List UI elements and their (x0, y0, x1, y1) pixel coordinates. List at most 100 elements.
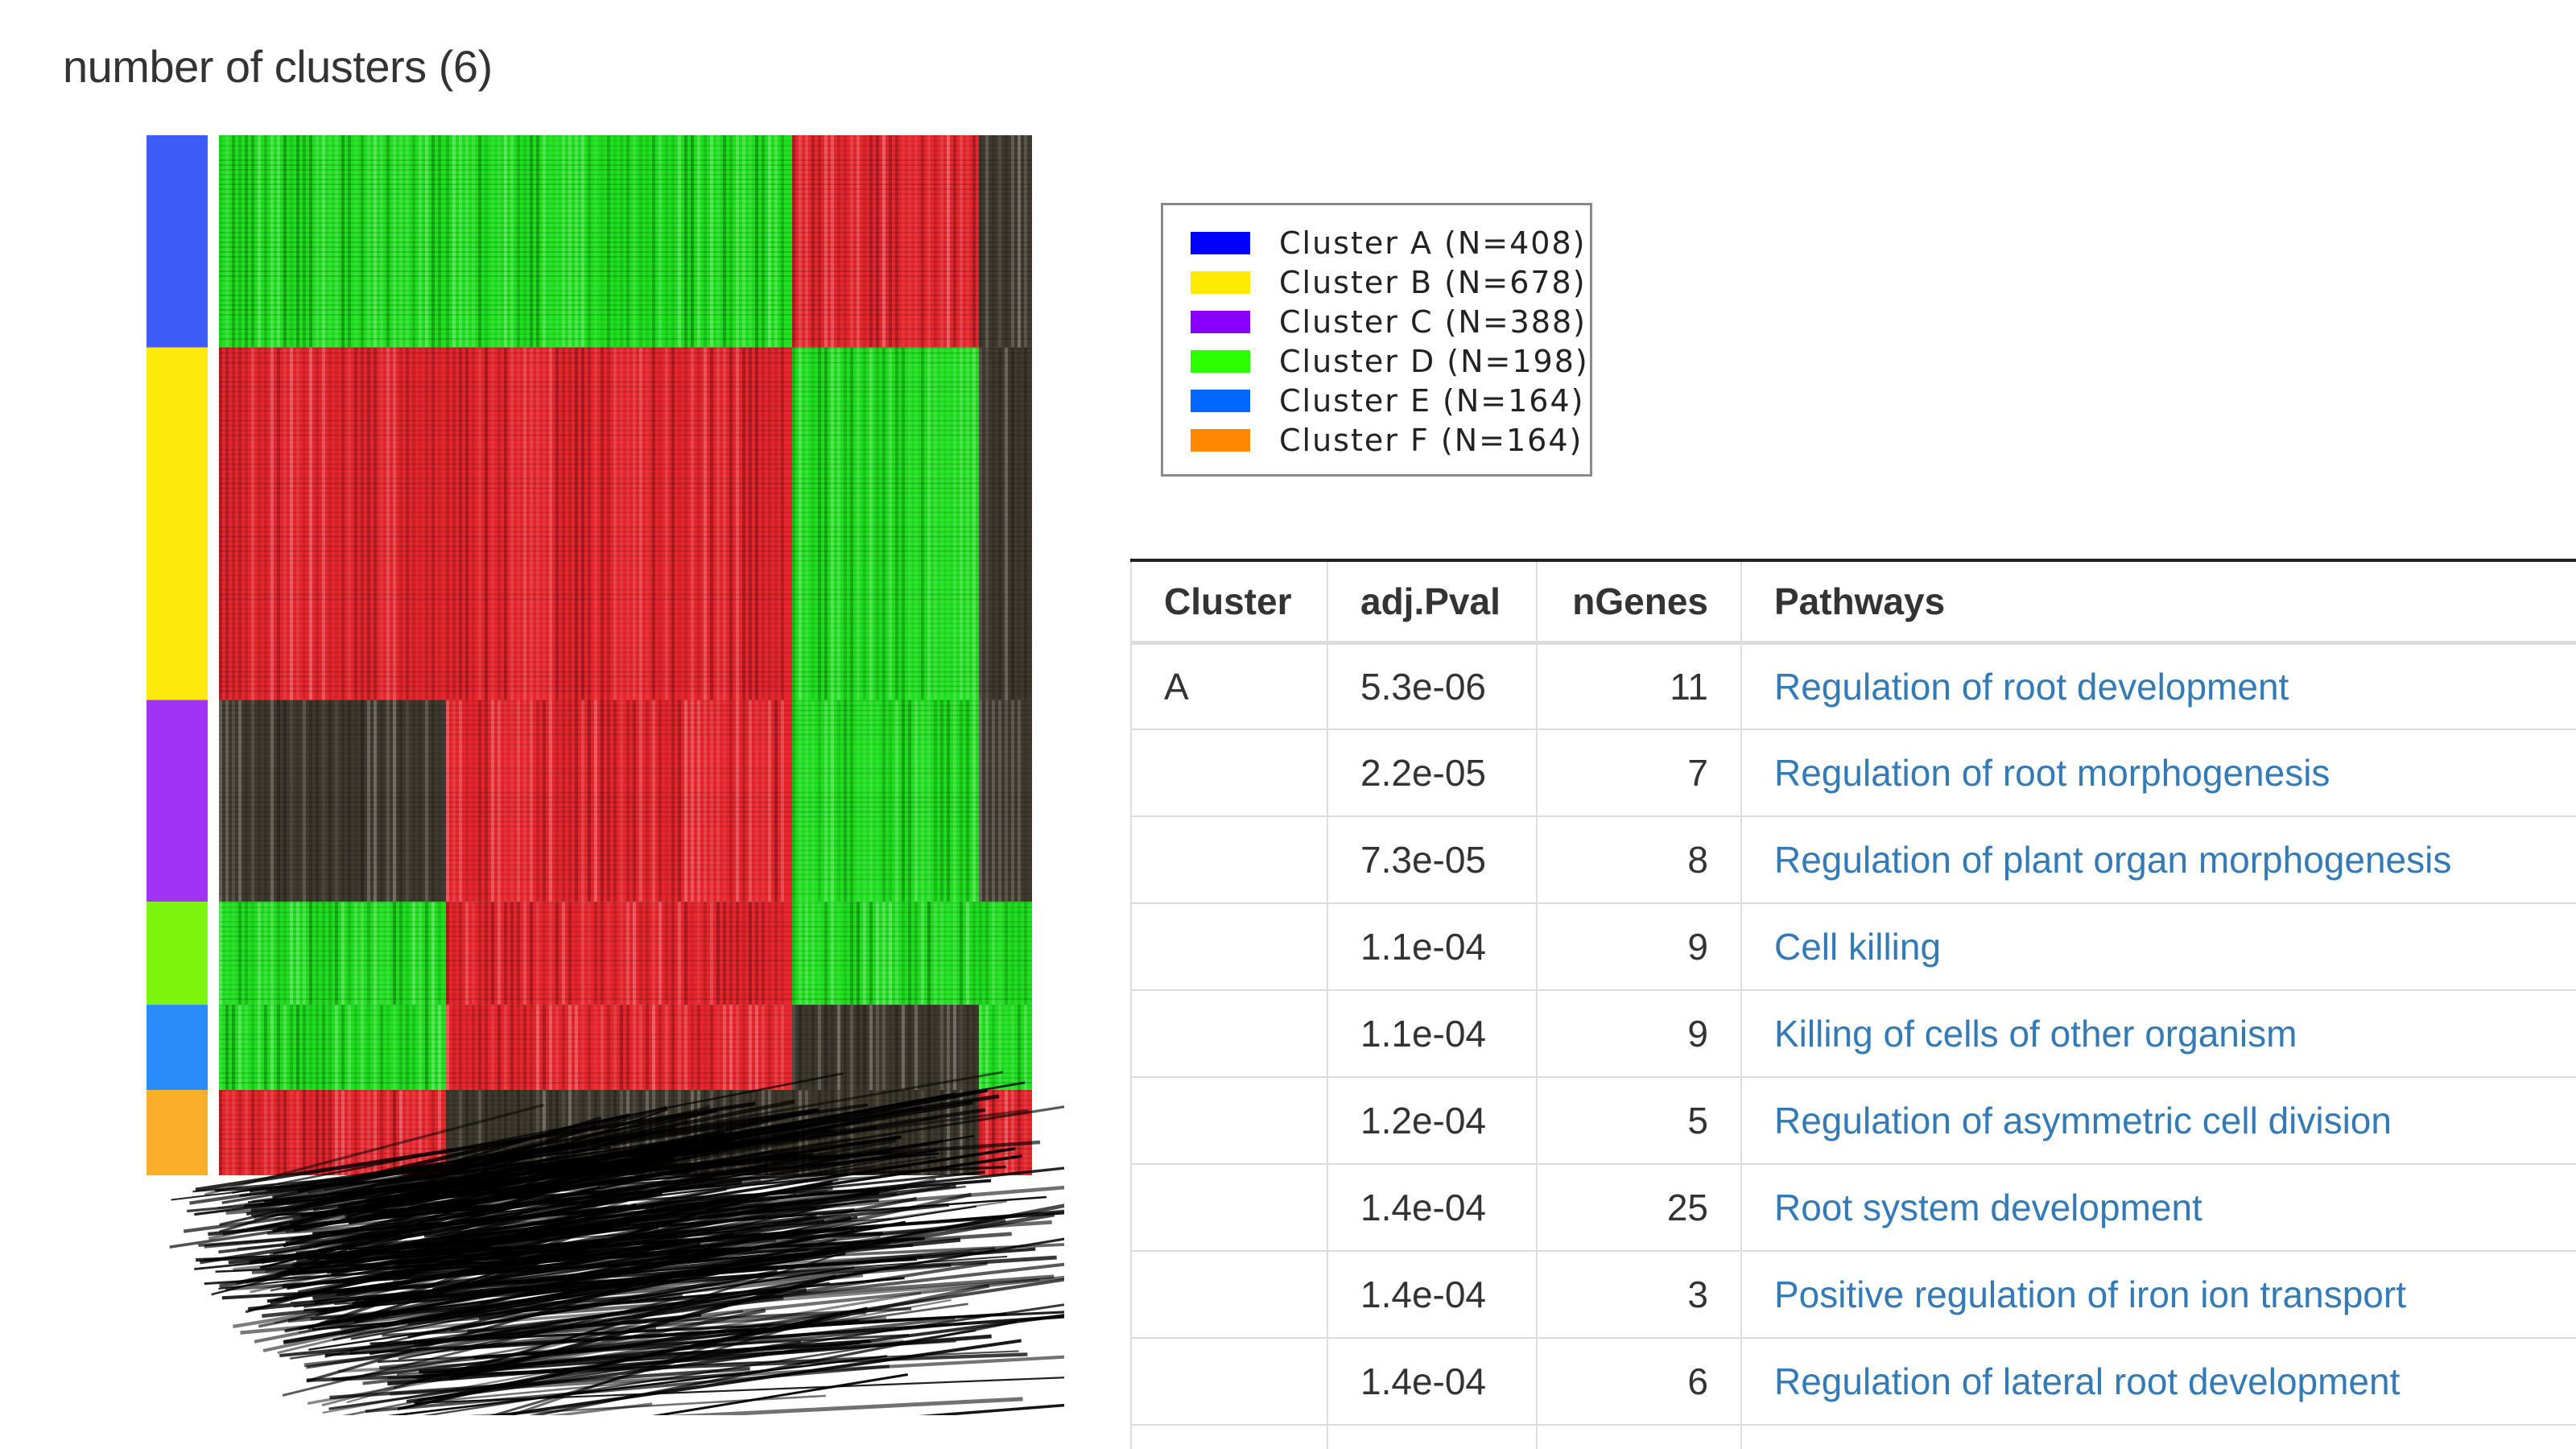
cluster-color-bar (147, 135, 208, 1175)
heatmap-block (979, 347, 1032, 700)
heatmap-block (219, 700, 446, 902)
pathway-link[interactable]: Regulation of lateral root development (1774, 1360, 2401, 1402)
legend-label: Cluster C (N=388) (1279, 303, 1587, 340)
cell-ngenes: 9 (1537, 990, 1742, 1078)
cell-ngenes: 11 (1537, 642, 1742, 730)
heatmap-block (219, 135, 446, 348)
column-header-cluster[interactable]: Cluster (1130, 559, 1328, 645)
cell-adj-pval: 7.3e-05 (1327, 816, 1538, 904)
heatmap-block (446, 135, 792, 348)
heatmap-block (792, 347, 979, 700)
heatmap-block (979, 700, 1032, 902)
legend-swatch (1191, 428, 1250, 452)
cell-cluster (1130, 990, 1328, 1078)
heatmap-block (792, 1005, 979, 1091)
legend-item: Cluster F (N=164) (1191, 420, 1590, 460)
cell-cluster: A (1130, 642, 1328, 730)
cell-pathway: Root system development (1741, 1164, 2576, 1252)
heatmap-block (979, 902, 1032, 1005)
heatmap-block (792, 135, 979, 348)
cell-adj-pval: 1.1e-04 (1327, 990, 1538, 1078)
table-row: A 5.3e-06 11 Regulation of root development (1130, 642, 2576, 730)
cluster-bar-segment (147, 902, 208, 1005)
cell-adj-pval (1327, 1425, 1538, 1449)
pathway-link[interactable]: Regulation of plant organ morphogenesis (1774, 839, 2452, 881)
cell-adj-pval: 1.2e-04 (1327, 1077, 1538, 1165)
legend-item: Cluster B (N=678) (1191, 262, 1590, 302)
cluster-bar-segment (147, 347, 208, 700)
cell-cluster (1130, 1164, 1328, 1252)
legend-swatch (1191, 389, 1250, 412)
heatmap-block (792, 902, 979, 1005)
cluster-bar-segment (147, 135, 208, 348)
heatmap-block (446, 700, 792, 902)
pathway-link[interactable]: Cell killing (1774, 926, 1942, 968)
cluster-bar-segment (147, 700, 208, 902)
heatmap-block (219, 1005, 446, 1091)
cell-cluster (1130, 1077, 1328, 1165)
cell-adj-pval: 1.1e-04 (1327, 903, 1538, 991)
heatmap (147, 135, 1064, 1415)
column-header-ngenes[interactable]: nGenes (1537, 559, 1742, 645)
cell-pathway (1741, 1425, 2576, 1449)
pathway-link[interactable]: Regulation of asymmetric cell division (1774, 1100, 2392, 1141)
table-row: 1.1e-04 9 Killing of cells of other organi… (1130, 990, 2576, 1078)
cell-cluster (1130, 1251, 1328, 1339)
cell-cluster (1130, 1425, 1328, 1449)
cell-pathway: Regulation of root development (1741, 642, 2576, 730)
cluster-bar-segment (147, 1005, 208, 1091)
cell-ngenes: 9 (1537, 903, 1742, 991)
legend-label: Cluster A (N=408) (1279, 225, 1587, 261)
pathway-link[interactable]: Regulation of root morphogenesis (1774, 752, 2330, 794)
cell-ngenes (1537, 1425, 1742, 1449)
table-row: 1.1e-04 9 Cell killing (1130, 903, 2576, 991)
heatmap-panel (147, 135, 1064, 1415)
legend-item: Cluster E (N=164) (1191, 381, 1590, 420)
table-row: 7.3e-05 8 Regulation of plant organ morpho… (1130, 816, 2576, 904)
table-row: 2.2e-05 7 Regulation of root morphogenesis (1130, 729, 2576, 817)
heatmap-block (219, 347, 446, 700)
cluster-bar-segment (147, 1090, 208, 1175)
legend-label: Cluster D (N=198) (1279, 343, 1589, 379)
legend-label: Cluster B (N=678) (1279, 264, 1587, 300)
cell-pathway: Killing of cells of other organism (1741, 990, 2576, 1078)
cell-pathway: Regulation of lateral root development (1741, 1338, 2576, 1426)
pathway-link[interactable]: Killing of cells of other organism (1774, 1013, 2297, 1055)
cell-pathway: Regulation of root morphogenesis (1741, 729, 2576, 817)
legend-item: Cluster C (N=388) (1191, 302, 1590, 341)
legend-swatch (1191, 310, 1250, 333)
cell-cluster (1130, 903, 1328, 991)
table-row: 1.4e-04 25 Root system development (1130, 1164, 2576, 1252)
legend-swatch (1191, 231, 1250, 254)
cell-adj-pval: 1.4e-04 (1327, 1338, 1538, 1426)
pathway-link[interactable]: Regulation of root development (1774, 665, 2289, 708)
cell-adj-pval: 1.4e-04 (1327, 1251, 1538, 1339)
heatmap-block (219, 902, 446, 1005)
pathway-link[interactable]: Root system development (1774, 1187, 2202, 1228)
cell-ngenes: 3 (1537, 1251, 1742, 1339)
heatmap-cells (219, 135, 1032, 1175)
page-title: number of clusters (6) (63, 41, 493, 92)
pathway-link[interactable]: Positive regulation of iron ion transpor… (1774, 1274, 2406, 1315)
column-header-pathways[interactable]: Pathways (1741, 559, 2576, 645)
cell-cluster (1130, 1338, 1328, 1426)
cell-cluster (1130, 816, 1328, 904)
cell-ngenes: 8 (1537, 816, 1742, 904)
table-row (1130, 1425, 2576, 1449)
heatmap-block (446, 347, 792, 700)
cell-pathway: Regulation of plant organ morphogenesis (1741, 816, 2576, 904)
sample-labels-dendrogram (169, 1071, 1064, 1415)
heatmap-block (446, 902, 792, 1005)
cell-adj-pval: 1.4e-04 (1327, 1164, 1538, 1252)
legend-label: Cluster F (N=164) (1279, 422, 1583, 458)
table-row: 1.4e-04 6 Regulation of lateral root devel… (1130, 1338, 2576, 1426)
cell-ngenes: 7 (1537, 729, 1742, 817)
heatmap-block (792, 700, 979, 902)
table-row: 1.2e-04 5 Regulation of asymmetric cell di… (1130, 1077, 2576, 1165)
column-header-adj-pval[interactable]: adj.Pval (1327, 559, 1538, 645)
legend-item: Cluster D (N=198) (1191, 341, 1590, 381)
cell-pathway: Positive regulation of iron ion transpor… (1741, 1251, 2576, 1339)
cluster-legend: Cluster A (N=408) Cluster B (N=678) Cluste… (1161, 203, 1592, 477)
heatmap-block (446, 1005, 792, 1091)
legend-label: Cluster E (N=164) (1279, 382, 1585, 419)
